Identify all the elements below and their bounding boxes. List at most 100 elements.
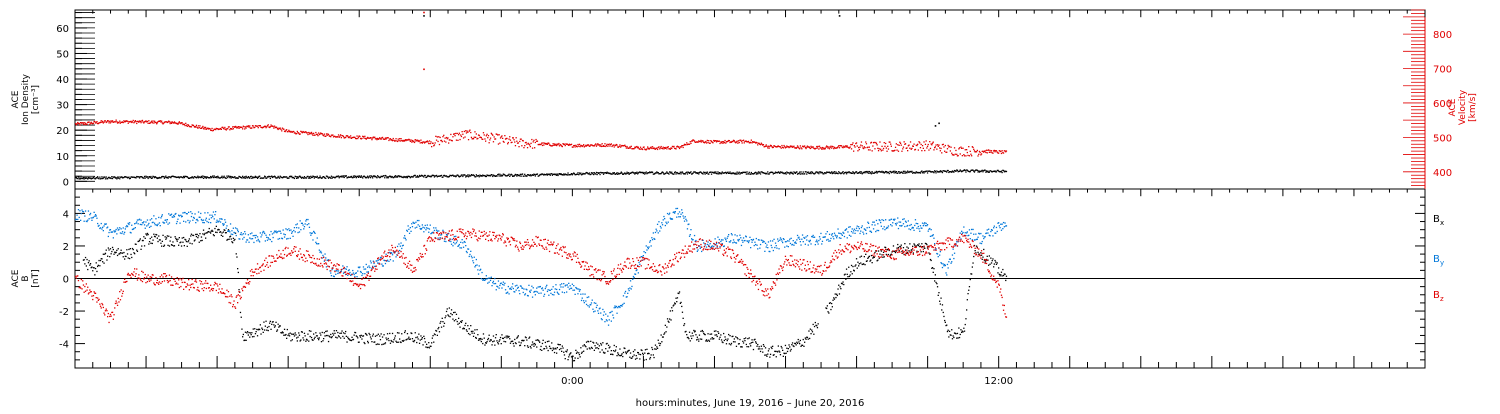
by-point [252,238,253,239]
bx-point [116,250,117,251]
by-point [221,219,222,220]
bx-point [610,354,611,355]
bx-point [477,334,478,335]
velocity-point [498,143,499,144]
bx-point [455,319,456,320]
bx-point [690,340,691,341]
velocity-point [614,146,615,147]
bx-point [406,339,407,340]
bx-point [86,259,87,260]
velocity-point [666,148,667,149]
velocity-point [900,143,901,144]
bx-point [688,338,689,339]
bx-point [948,336,949,337]
velocity-point [630,147,631,148]
density-point [205,176,206,177]
velocity-point [430,143,431,144]
velocity-point [142,120,143,121]
bx-point [162,235,163,236]
velocity-point [600,144,601,145]
velocity-point [457,140,458,141]
bx-point [594,350,595,351]
bx-point [373,334,374,335]
velocity-point [933,142,934,143]
density-point [729,173,730,174]
by-point [103,225,104,226]
velocity-point [138,122,139,123]
velocity-point [941,152,942,153]
velocity-point [101,120,102,121]
bx-point [867,260,868,261]
density-point [668,173,669,174]
by-point [83,211,84,212]
velocity-point [315,132,316,133]
velocity-point [280,128,281,129]
density-point [319,176,320,177]
velocity-point [486,134,487,135]
by-point [256,235,257,236]
by-point [234,232,235,233]
density-point [148,178,149,179]
bx-point [575,350,576,351]
bx-point [977,252,978,253]
bx-point [639,358,640,359]
bx-point [417,336,418,337]
velocity-point [636,146,637,147]
by-point [409,233,410,234]
bx-point [682,312,683,313]
density-point [698,173,699,174]
bx-point [896,248,897,249]
bx-point [645,349,646,350]
bx-point [847,276,848,277]
velocity-point [1006,150,1007,151]
bx-point [750,345,751,346]
bx-point [895,252,896,253]
bx-point [90,263,91,264]
velocity-point [883,148,884,149]
by-point [86,221,87,222]
density-point [578,174,579,175]
velocity-point [535,142,536,143]
bx-point [720,334,721,335]
by-point [403,245,404,246]
bx-point [86,265,87,266]
bx-point [415,332,416,333]
bx-point [751,342,752,343]
by-point [145,228,146,229]
by-point [279,238,280,239]
density-point [793,173,794,174]
bx-point [926,244,927,245]
bx-point [425,341,426,342]
by-point [241,234,242,235]
by-point [460,242,461,243]
velocity-point [177,124,178,125]
density-point [84,178,85,179]
bx-point [795,343,796,344]
bx-point [184,245,185,246]
velocity-point [459,133,460,134]
density-point [897,173,898,174]
bx-point [953,337,954,338]
bx-point [89,260,90,261]
velocity-point [863,148,864,149]
by-point [364,273,365,274]
velocity-point [502,138,503,139]
velocity-point [955,154,956,155]
by-point [377,262,378,263]
density-point [147,176,148,177]
bx-point [202,233,203,234]
density-point [757,173,758,174]
velocity-point [818,148,819,149]
by-point [115,231,116,232]
bx-point [204,233,205,234]
velocity-point [953,155,954,156]
bx-point [432,338,433,339]
by-point [123,233,124,234]
bx-point [140,249,141,250]
velocity-point [441,140,442,141]
velocity-point [278,129,279,130]
bx-point [625,351,626,352]
by-point [411,223,412,224]
velocity-point [821,149,822,150]
velocity-point [437,141,438,142]
